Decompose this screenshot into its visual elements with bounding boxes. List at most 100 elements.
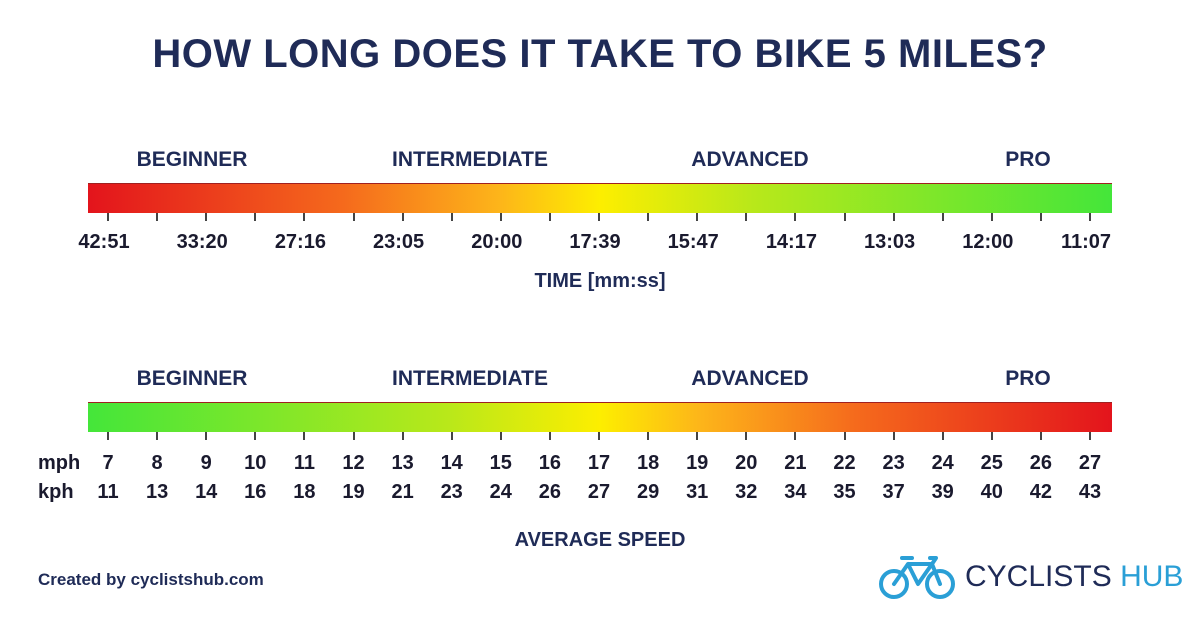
level-label: BEGINNER [136,148,248,171]
tick-mark [1089,432,1091,440]
mph-value: 14 [440,452,463,474]
mph-value: 13 [391,452,414,474]
time-tick-label: 14:17 [765,231,817,253]
mph-value: 16 [538,452,562,474]
title: HOW LONG DOES IT TAKE TO BIKE 5 MILES? [152,32,1048,76]
tick-mark [303,213,306,221]
mph-value: 25 [980,452,1003,474]
time-tick-label: 42:51 [78,231,130,253]
kph-value: 13 [145,481,169,503]
tick-mark [794,213,797,221]
tick-mark [843,432,846,440]
time-gradient-bar [88,183,1112,213]
speed-axis-label: AVERAGE SPEED [514,529,686,551]
credit: Created by cyclistshub.com [38,570,264,589]
kph-value: 14 [195,481,218,503]
level-label: ADVANCED [691,367,809,390]
tick-mark [696,432,699,440]
logo-main: CYCLISTS [965,560,1112,593]
kph-value: 31 [686,481,709,503]
time-tick-label: 13:03 [864,231,916,253]
mph-value: 10 [244,452,267,474]
kph-value: 18 [293,481,316,503]
mph-value: 18 [636,452,660,474]
level-label: BEGINNER [136,367,248,390]
kph-value: 39 [931,481,954,503]
kph-value: 21 [391,481,414,503]
kph-value: 43 [1078,481,1102,503]
tick-mark [696,213,699,221]
mph-value: 27 [1078,452,1102,474]
time-tick-label: 27:16 [274,231,326,253]
level-label: PRO [1005,367,1051,390]
tick-mark [1039,213,1042,221]
tick-mark [548,213,551,221]
mph-value: 8 [151,452,163,474]
tick-mark [205,432,208,440]
mph-value: 23 [882,452,905,474]
time-axis-label: TIME [mm:ss] [534,270,666,292]
kph-value: 40 [980,481,1003,503]
kph-value: 23 [440,481,463,503]
kph-value: 19 [342,481,365,503]
mph-value: 24 [931,452,954,474]
tick-mark [892,432,895,440]
kph-value: 29 [636,481,660,503]
level-label: PRO [1005,148,1051,171]
level-label: INTERMEDIATE [392,367,548,390]
time-tick-label: 12:00 [962,231,1014,253]
tick-mark [303,432,306,440]
time-tick-label: 33:20 [176,231,228,253]
speed-gradient-bar [88,402,1112,432]
tick-mark [647,432,650,440]
tick-mark [941,213,944,221]
tick-mark [745,213,748,221]
tick-mark [499,432,502,440]
level-label: ADVANCED [691,148,809,171]
mph-value: 15 [489,452,512,474]
tick-mark [647,213,650,221]
kph-value: 16 [244,481,267,503]
mph-value: 12 [342,452,365,474]
mph-value: 26 [1029,452,1053,474]
time-tick-label: 15:47 [667,231,719,253]
kph-value: 37 [882,481,905,503]
tick-mark [401,213,404,221]
tick-mark [941,432,944,440]
logo-text: CYCLISTS HUB [965,560,1183,594]
kph-value: 26 [538,481,562,503]
tick-mark [745,432,748,440]
tick-mark [598,213,600,221]
tick-mark [401,432,404,440]
kph-value: 35 [833,481,856,503]
tick-mark [156,432,159,440]
tick-mark [843,213,846,221]
tick-mark [1039,432,1042,440]
tick-mark [156,213,159,221]
bike-icon [879,556,955,599]
tick-mark [990,432,993,440]
tick-mark [1089,213,1091,221]
kph-value: 24 [489,481,512,503]
time-tick-label: 11:07 [1060,231,1112,253]
mph-value: 17 [587,452,611,474]
kph-row-label: kph [38,481,74,503]
mph-value: 7 [102,452,114,474]
tick-mark [107,432,109,440]
tick-mark [548,432,551,440]
kph-value: 11 [97,481,119,503]
mph-value: 19 [686,452,709,474]
mph-value: 22 [833,452,856,474]
tick-mark [352,432,355,440]
logo-accent: HUB [1120,560,1184,593]
tick-mark [794,432,797,440]
kph-value: 42 [1029,481,1053,503]
tick-mark [598,432,600,440]
tick-mark [254,432,257,440]
kph-value: 34 [784,481,807,503]
mph-row-label: mph [38,452,81,474]
tick-mark [450,213,453,221]
mph-value: 20 [735,452,758,474]
mph-value: 21 [784,452,807,474]
